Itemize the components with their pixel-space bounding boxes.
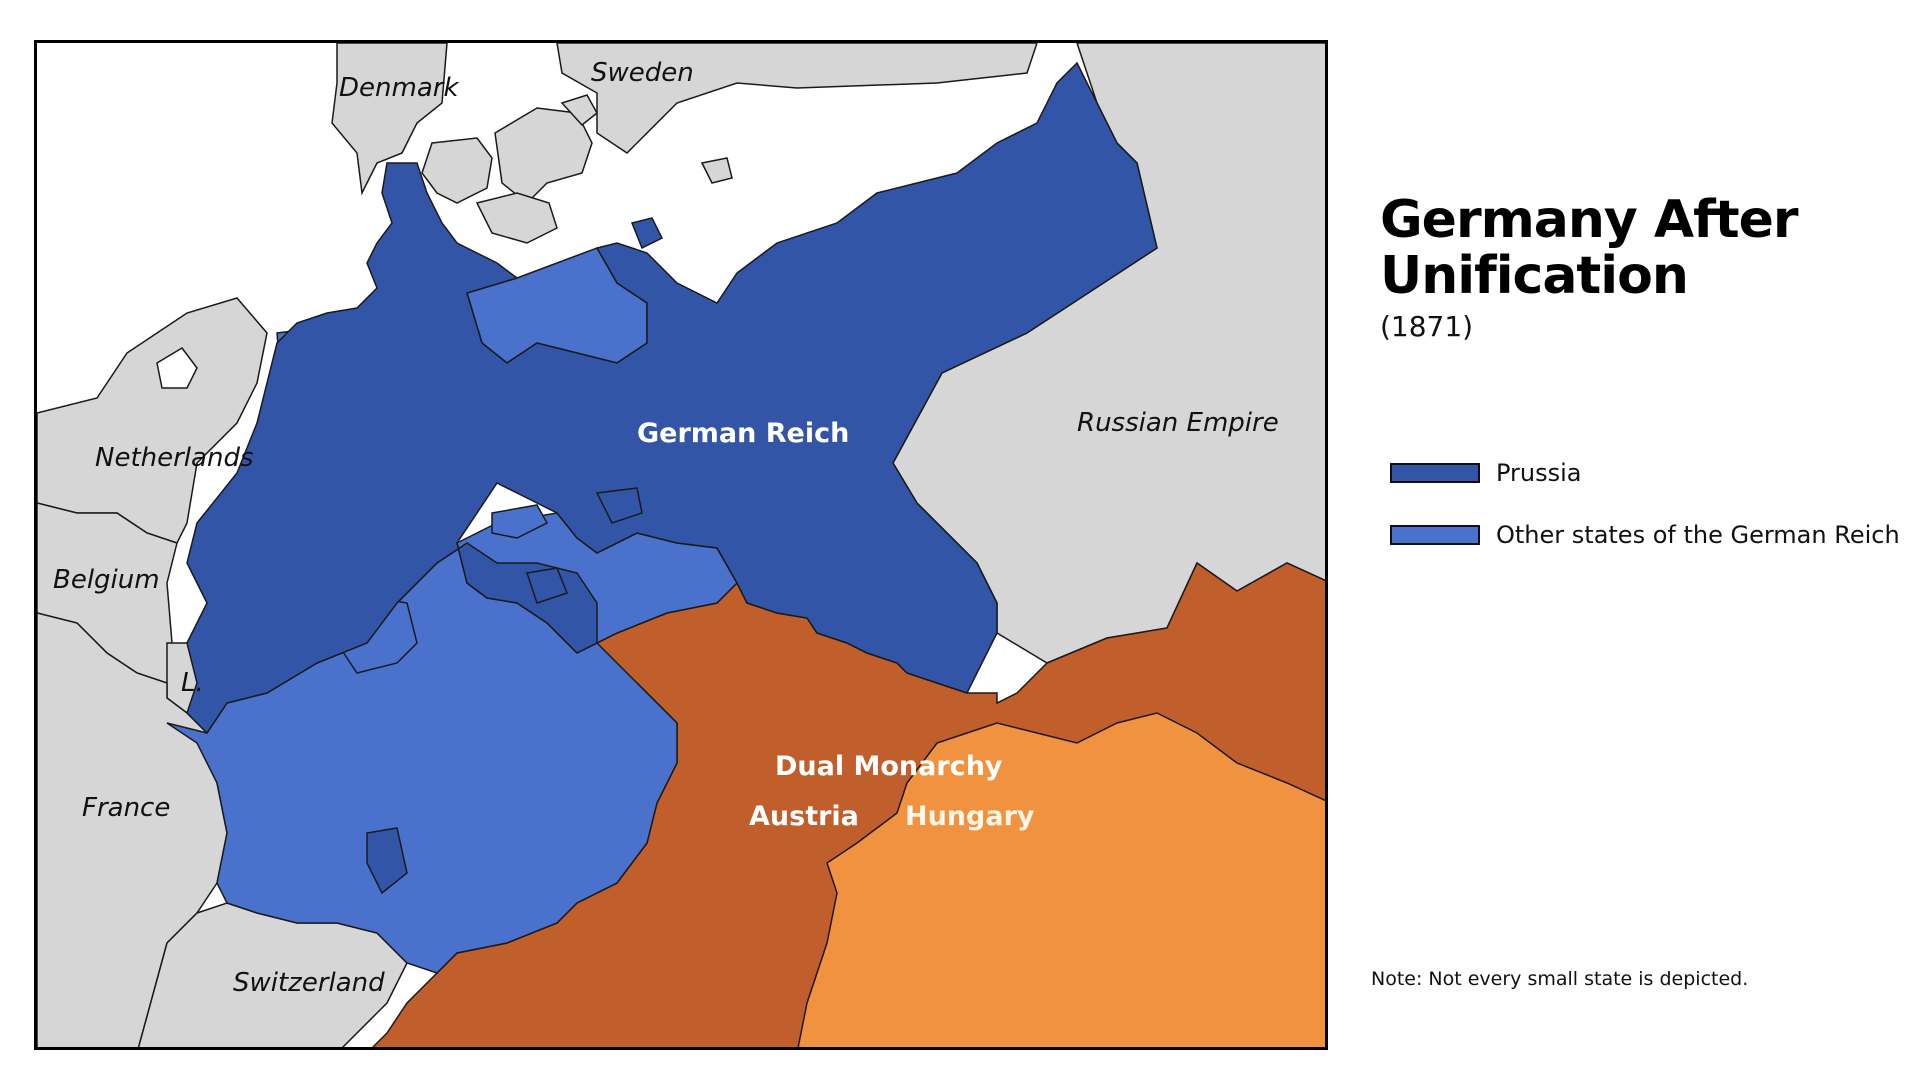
footnote: Note: Not every small state is depicted. <box>1371 968 1749 990</box>
region-anhalt <box>491 504 549 539</box>
legend-item-other-states: Other states of the German Reich <box>1390 517 1900 553</box>
region-prussia-small-3 <box>366 827 408 895</box>
legend-item-prussia: Prussia <box>1390 455 1900 491</box>
region-hungary <box>797 712 1325 1047</box>
region-danish-island-5 <box>700 157 733 184</box>
dual-monarchy <box>371 561 1325 1047</box>
region-prussia-small-1 <box>595 487 643 524</box>
page-subtitle: (1871) <box>1380 310 1474 343</box>
region-danish-island-2 <box>494 107 593 205</box>
region-sweden <box>556 43 1038 154</box>
map-canvas <box>37 43 1325 1047</box>
region-prussia-small-2 <box>526 567 568 604</box>
legend-label-other-states: Other states of the German Reich <box>1496 521 1900 549</box>
neighbor-countries <box>37 43 1325 1047</box>
map-frame: Denmark Sweden Netherlands Belgium L. Fr… <box>34 40 1328 1050</box>
title-block: Germany After Unification (1871) <box>1380 192 1800 343</box>
netherlands-inland-sea <box>156 347 198 389</box>
legend-swatch-prussia <box>1390 463 1480 483</box>
prussia <box>186 61 1158 895</box>
region-prussia-main <box>186 61 1158 735</box>
region-denmark <box>331 43 448 196</box>
region-prussia-small-4 <box>630 217 664 250</box>
legend-label-prussia: Prussia <box>1496 459 1582 487</box>
legend-swatch-other-states <box>1390 525 1480 545</box>
page-title: Germany After Unification <box>1380 190 1799 306</box>
legend: Prussia Other states of the German Reich <box>1390 455 1900 579</box>
region-danish-island-1 <box>421 137 493 204</box>
other-german-states <box>166 247 738 974</box>
region-danish-island-3 <box>475 192 558 244</box>
